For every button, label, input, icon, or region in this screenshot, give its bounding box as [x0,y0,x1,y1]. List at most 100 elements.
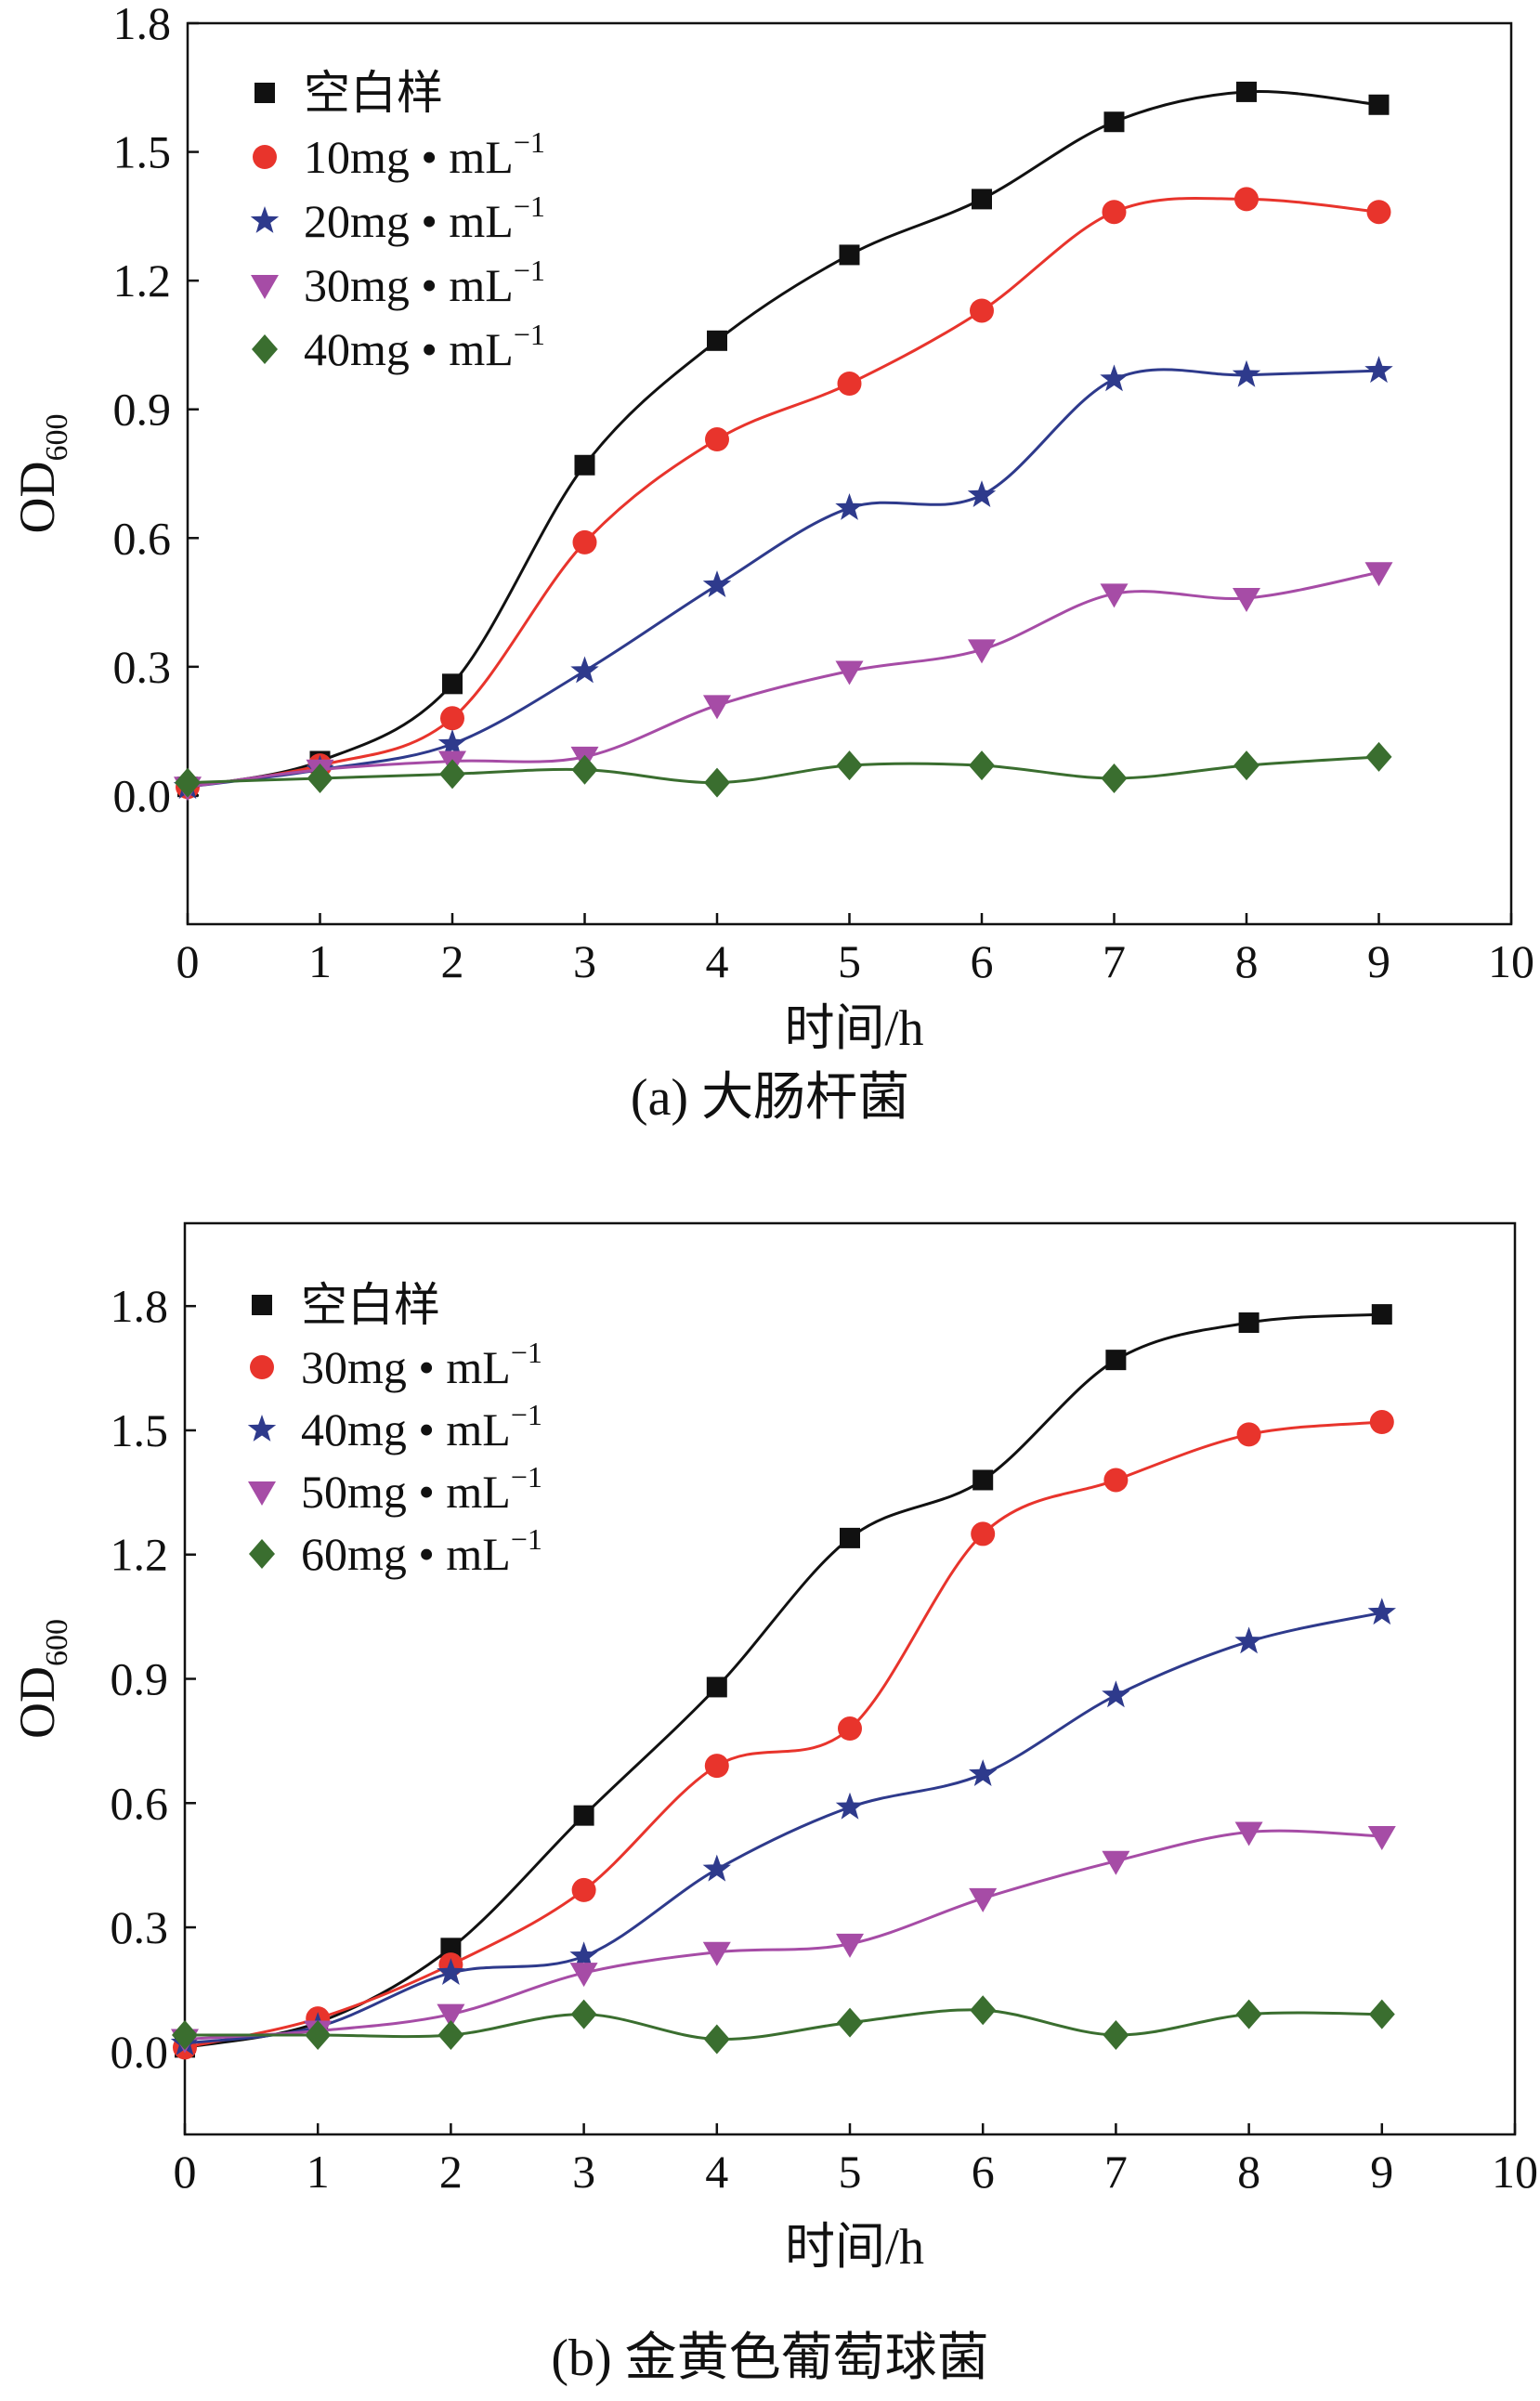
legend-marker [253,145,277,169]
data-point [968,639,996,664]
x-tick-label: 6 [972,2146,995,2198]
y-tick-label: 1.2 [111,1529,169,1581]
data-point [836,1933,864,1958]
data-point [570,656,599,684]
data-point [1103,2019,1129,2050]
legend-label: 40mg • mL−1 [304,318,545,375]
data-point [437,2003,465,2029]
legend-marker [248,1481,276,1506]
y-tick-label: 0.9 [111,1653,169,1705]
data-point [970,298,994,323]
data-point [1236,1422,1261,1447]
x-tick-label: 5 [838,935,861,987]
data-point [1233,587,1260,612]
data-point [703,2024,730,2055]
y-tick-label: 0.0 [113,769,172,821]
data-point [1368,94,1390,115]
data-point [1369,1410,1394,1435]
legend-label: 20mg • mL−1 [304,189,545,247]
x-tick-label: 6 [971,935,994,987]
chart-caption: (b) 金黄色葡萄球菌 [551,2329,988,2387]
data-point [835,1792,865,1820]
x-tick-label: 10 [1488,935,1534,987]
y-tick-label: 1.8 [111,1280,169,1332]
series-line [184,2008,1382,2042]
data-point [835,660,864,685]
y-tick-label: 1.5 [111,1404,169,1456]
data-point [571,1877,596,1902]
x-tick-label: 1 [307,2146,330,2198]
data-point [437,2019,464,2050]
series-line [184,1312,1382,2049]
x-tick-label: 3 [572,2146,595,2198]
data-point [839,244,860,266]
data-point [1234,1821,1263,1846]
data-point [1232,359,1261,387]
y-tick-label: 1.8 [113,0,172,49]
chart-panel-b: 0 1 2 3 4 5 6 7 8 9 10 0.0 0.3 0.6 0.9 1.2 1.5 1.8 时间/h OD6… [9,1221,1538,2387]
x-tick-label: 4 [706,935,729,987]
data-point [307,763,333,793]
x-tick-label: 2 [441,935,464,987]
x-tick-label: 9 [1370,2146,1393,2198]
series-line [187,368,1379,789]
y-tick-label: 0.9 [113,384,172,436]
data-point [442,673,463,695]
data-point [707,330,727,351]
y-tick-label: 0.6 [111,1777,169,1829]
data-point [1236,81,1257,102]
x-tick-label: 2 [439,2146,463,2198]
data-point [440,706,464,731]
data-point [437,1958,465,1985]
data-point [970,1995,997,2026]
data-point [838,1716,862,1742]
series-line [184,1829,1382,2041]
data-point [1103,111,1125,133]
legend-label: 30mg • mL−1 [301,1336,542,1393]
data-point [1234,1626,1263,1654]
data-point [704,767,730,798]
data-point [1235,1999,1262,2029]
data-point [1366,200,1391,225]
data-point [969,1887,998,1912]
legend-marker [254,83,275,103]
data-point [835,493,864,520]
data-point [703,695,731,720]
x-axis-title: 时间/h [785,2219,924,2275]
data-point [1234,187,1259,212]
series-line [187,755,1379,785]
y-tick-label: 0.3 [111,1901,169,1953]
y-tick-label: 0.6 [113,512,172,564]
data-point [1233,750,1259,781]
x-tick-label: 9 [1367,935,1390,987]
legend-marker [252,1295,272,1315]
data-point [1100,583,1129,608]
series-line [187,196,1379,789]
data-point [1367,1825,1396,1850]
legend-marker [247,1415,277,1442]
data-point [702,1941,731,1966]
legend-marker [251,275,279,299]
data-point [840,1527,860,1548]
x-tick-label: 7 [1104,2146,1128,2198]
data-point [175,767,201,798]
y-tick-label: 1.5 [113,126,172,178]
legend-marker [250,206,280,233]
data-point [702,1854,731,1882]
data-point [837,2007,863,2038]
x-tick-label: 3 [573,935,596,987]
y-axis-title: OD600 [9,1619,74,1739]
y-axis-title: OD600 [9,414,74,534]
data-point [706,1677,727,1698]
x-axis-title: 时间/h [784,1000,923,1056]
data-point [1365,741,1392,772]
data-point [972,1469,994,1491]
data-point [172,2019,198,2050]
data-point [837,372,862,396]
series-line [184,1611,1383,2045]
legend-label: 10mg • mL−1 [304,125,545,183]
data-point [1105,1350,1127,1371]
data-point [570,1999,597,2029]
data-point [1368,1999,1395,2029]
